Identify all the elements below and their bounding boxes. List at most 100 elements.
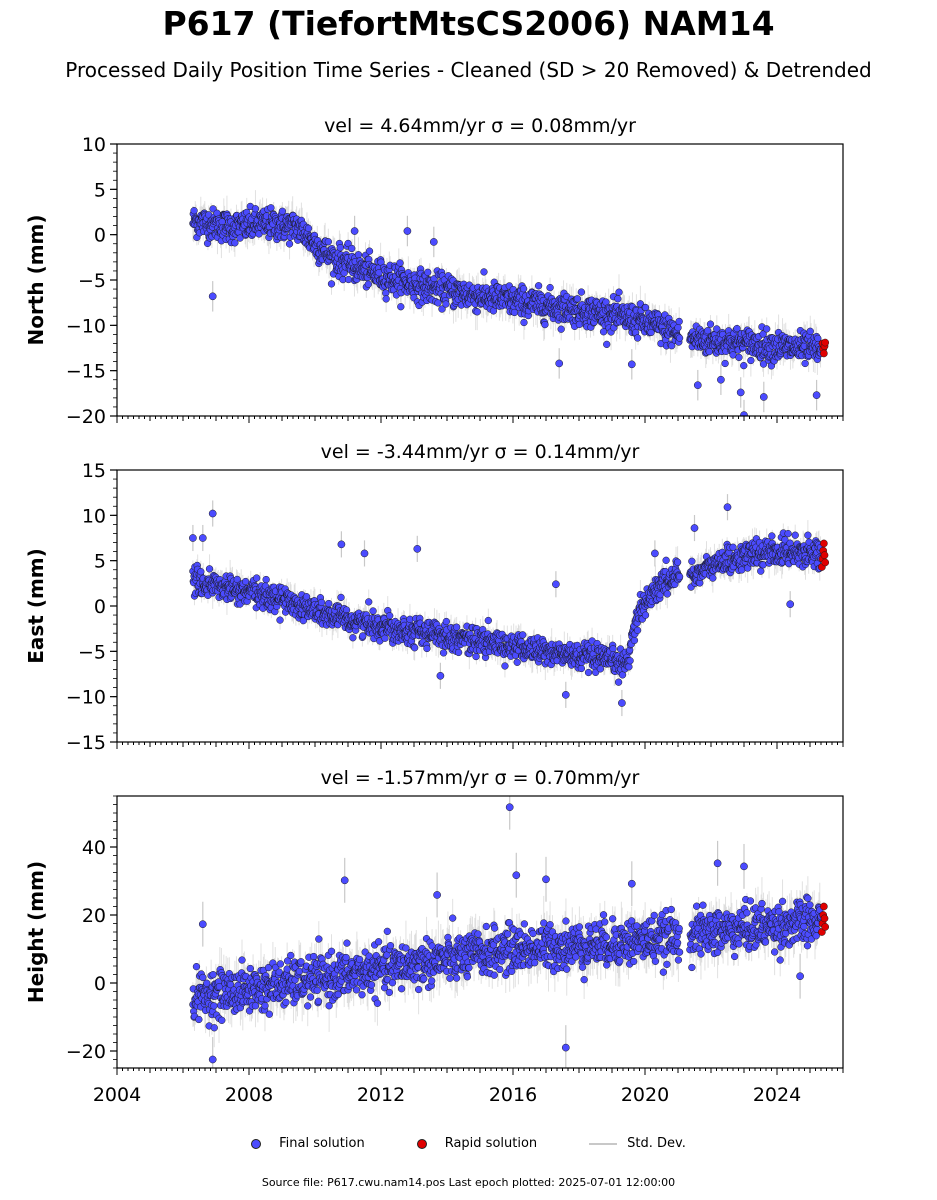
outlier-point: [429, 238, 438, 246]
final-point: [599, 911, 608, 919]
rapid-point: [820, 902, 828, 911]
final-point: [675, 334, 684, 342]
final-point: [705, 347, 713, 356]
final-point: [310, 952, 318, 961]
final-point: [496, 965, 504, 974]
final-point: [580, 976, 588, 984]
final-point: [721, 359, 729, 368]
east-panel-title: vel = -3.44mm/yr σ = 0.14mm/yr: [321, 441, 640, 463]
final-point: [446, 974, 454, 982]
final-point: [609, 915, 617, 923]
final-point: [557, 325, 565, 333]
outlier-point: [198, 920, 207, 929]
final-point: [688, 963, 696, 972]
final-point: [192, 962, 201, 971]
final-point: [584, 668, 593, 677]
y-tick-label: −5: [78, 270, 106, 292]
final-point: [285, 240, 294, 248]
final-point: [210, 1024, 218, 1032]
final-point: [449, 914, 457, 922]
final-point: [442, 300, 450, 308]
final-point: [692, 902, 701, 910]
final-point: [251, 205, 260, 213]
outlier-point: [337, 540, 346, 549]
final-point: [675, 317, 683, 326]
final-point: [713, 325, 721, 333]
final-point: [386, 612, 394, 620]
final-point: [282, 998, 290, 1006]
outlier-point: [208, 292, 217, 301]
final-point: [674, 956, 683, 964]
final-point: [806, 327, 814, 335]
final-point: [267, 204, 275, 212]
final-point: [463, 973, 471, 981]
final-point: [577, 664, 586, 673]
x-tick-label: 2008: [225, 1084, 273, 1106]
outlier-point: [433, 891, 441, 899]
outlier-point: [561, 691, 570, 699]
final-point: [452, 974, 461, 982]
final-point: [761, 938, 770, 946]
final-point: [630, 636, 639, 645]
outlier-point: [198, 534, 207, 542]
final-point: [740, 361, 748, 370]
final-point: [411, 644, 419, 652]
final-point: [349, 634, 357, 642]
legend-item-rapid: Rapid solution: [416, 1136, 537, 1151]
outlier-point: [759, 393, 768, 401]
legend-item-final: Final solution: [251, 1136, 365, 1151]
outlier-point: [555, 359, 564, 368]
y-tick-label: 20: [82, 905, 106, 927]
final-point: [386, 942, 395, 950]
final-point: [218, 1016, 226, 1024]
outlier-point: [812, 391, 821, 399]
rapid-point: [821, 338, 830, 347]
final-point: [278, 207, 287, 215]
final-point: [573, 295, 582, 303]
outlier-point: [740, 411, 748, 416]
final-point: [768, 532, 776, 540]
north-y-label: North (mm): [24, 214, 48, 345]
final-point: [383, 927, 391, 936]
y-tick-label: −15: [66, 361, 106, 383]
rapid-point: [821, 558, 830, 567]
final-point: [276, 960, 285, 968]
final-point: [491, 924, 499, 932]
final-point: [629, 957, 638, 966]
final-point: [396, 259, 404, 267]
legend-marker-rapid: [416, 1138, 427, 1149]
y-tick-label: 0: [94, 225, 106, 247]
height-data: [189, 796, 830, 1068]
final-point: [776, 956, 784, 964]
north-panel-title: vel = 4.64mm/yr σ = 0.08mm/yr: [324, 115, 636, 137]
final-point: [304, 224, 313, 233]
final-point: [276, 616, 284, 624]
chart-title: P617 (TiefortMtsCS2006) NAM14: [162, 4, 775, 43]
y-tick-label: 0: [94, 973, 106, 995]
final-point: [662, 556, 670, 564]
final-point: [465, 964, 473, 972]
final-point: [541, 320, 549, 329]
final-point: [365, 247, 374, 255]
final-point: [659, 968, 667, 976]
final-point: [355, 955, 364, 964]
y-tick-label: −20: [66, 406, 106, 428]
final-point: [603, 340, 611, 349]
outlier-point: [796, 972, 804, 981]
outlier-point: [713, 859, 722, 868]
rapid-point: [820, 349, 828, 358]
outlier-point: [403, 227, 412, 235]
final-point: [519, 631, 527, 639]
final-point: [472, 652, 480, 661]
final-point: [327, 280, 336, 288]
y-tick-label: 15: [82, 460, 106, 482]
rapid-point: [820, 551, 829, 560]
final-point: [324, 238, 332, 246]
final-point: [490, 971, 498, 979]
final-point: [261, 1002, 269, 1010]
final-point: [674, 324, 682, 332]
east-final-points: [189, 503, 830, 707]
